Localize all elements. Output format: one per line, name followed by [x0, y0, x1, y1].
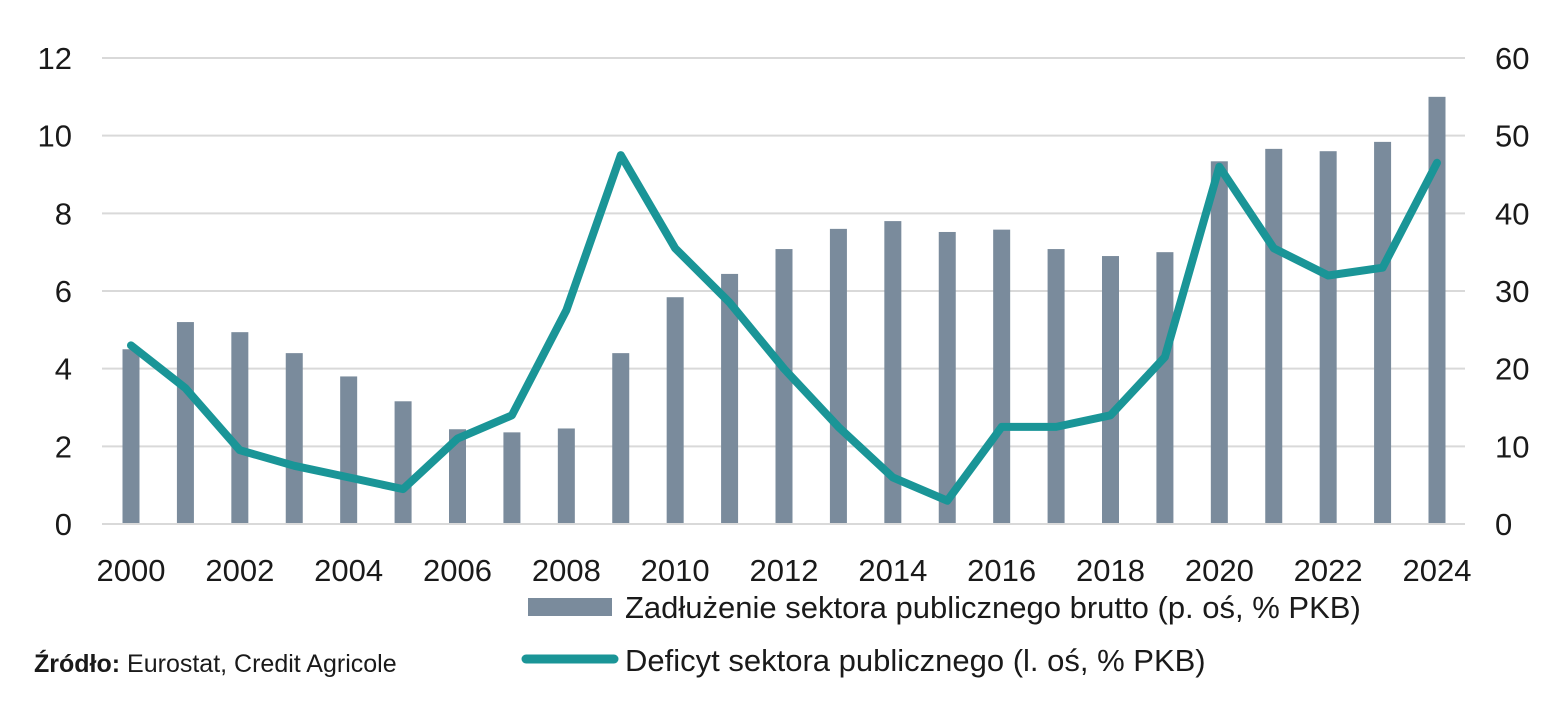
source-label: Źródło: [34, 649, 120, 678]
debt-bar-2001 [176, 322, 194, 524]
debt-bar-2008 [557, 428, 575, 524]
debt-bar-2003 [285, 353, 303, 524]
right-axis-tick: 0 [1495, 507, 1512, 542]
left-axis-tick: 8 [55, 196, 72, 231]
x-axis-tick: 2024 [1403, 553, 1472, 588]
debt-bar-2017 [1047, 249, 1065, 524]
debt-bar-2018 [1102, 256, 1119, 524]
debt-bar-2014 [884, 221, 902, 524]
x-axis-tick: 2006 [423, 553, 492, 588]
debt-bar-2024 [1428, 96, 1446, 524]
source-note: Źródło: Eurostat, Credit Agricole [34, 649, 397, 678]
debt-bar-2015 [938, 231, 956, 524]
left-axis-tick: 2 [55, 429, 72, 464]
debt-bar-2006 [449, 429, 466, 524]
x-axis-tick: 2014 [858, 553, 927, 588]
right-axis-tick: 30 [1495, 274, 1529, 309]
x-axis-tick: 2020 [1185, 553, 1254, 588]
x-axis-tick: 2000 [97, 553, 166, 588]
x-axis-tick: 2002 [205, 553, 274, 588]
deficit-line-group [127, 151, 1441, 505]
debt-bars [122, 96, 1446, 525]
right-axis-tick-labels: 0 10 20 30 40 50 60 [1495, 41, 1529, 542]
x-axis-tick: 2008 [532, 553, 601, 588]
left-axis-tick: 0 [55, 507, 72, 542]
debt-bar-2021 [1265, 148, 1283, 524]
left-axis-tick: 4 [55, 352, 72, 387]
debt-bar-2022 [1319, 151, 1337, 524]
right-axis-tick: 10 [1495, 429, 1529, 464]
right-axis-tick: 40 [1495, 196, 1529, 231]
source-text: Eurostat, Credit Agricole [120, 650, 397, 678]
debt-bar-2023 [1374, 141, 1392, 524]
right-axis-tick: 50 [1495, 119, 1529, 154]
x-axis-tick: 2022 [1294, 553, 1363, 588]
legend-line-label: Deficyt sektora publicznego (l. oś, % PK… [625, 643, 1206, 678]
debt-bar-2013 [829, 228, 847, 524]
debt-bar-2005 [394, 401, 412, 524]
legend: Zadłużenie sektora publicznego brutto (p… [521, 590, 1361, 678]
debt-bar-2019 [1156, 252, 1174, 524]
debt-bar-2004 [340, 376, 358, 524]
x-axis-tick-labels: 2000 2002 2004 2006 2008 2010 2012 2014 2016 2018… [97, 553, 1472, 588]
x-axis-tick: 2016 [967, 553, 1036, 588]
debt-bar-2002 [231, 332, 249, 524]
x-axis-tick: 2010 [641, 553, 710, 588]
debt-bar-2016 [993, 229, 1011, 525]
x-axis-tick: 2004 [314, 553, 383, 588]
x-axis-tick: 2018 [1076, 553, 1145, 588]
debt-bar-2000 [122, 349, 140, 524]
left-axis-tick-labels: 0 2 4 6 8 10 12 [38, 41, 72, 542]
debt-bar-2009 [612, 353, 630, 524]
right-axis-tick: 60 [1495, 41, 1529, 76]
debt-bar-2020 [1210, 161, 1228, 524]
debt-bar-2011 [721, 273, 739, 524]
legend-bar-label: Zadłużenie sektora publicznego brutto (p… [625, 590, 1361, 625]
debt-bar-2007 [503, 432, 521, 524]
deficit-line [127, 151, 1441, 505]
left-axis-tick: 6 [55, 274, 72, 309]
debt-bar-2010 [666, 297, 684, 524]
x-axis-tick: 2012 [750, 553, 819, 588]
left-axis-tick: 12 [38, 41, 72, 76]
left-axis-tick: 10 [38, 119, 72, 154]
right-axis-tick: 20 [1495, 352, 1529, 387]
debt-bar-2012 [775, 249, 793, 524]
legend-bar-swatch [528, 598, 612, 616]
